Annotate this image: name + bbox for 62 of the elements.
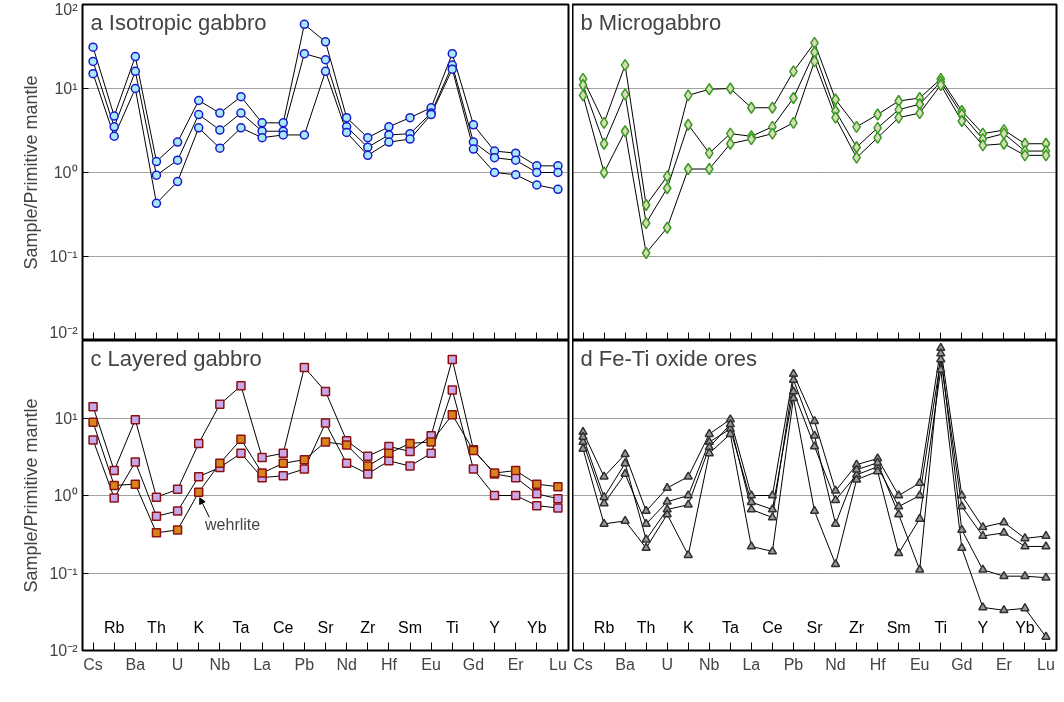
x-tick-label: Gd [462, 655, 485, 673]
x-tick-label: Nb [209, 655, 231, 673]
chart-title: c Layered gabbro [90, 345, 262, 371]
x-tick-label: Nb [699, 655, 720, 673]
chart-title: a Isotropic gabbro [90, 9, 267, 35]
y-tick-label: 10¹ [54, 409, 78, 427]
x-tick-label: Th [147, 618, 166, 636]
x-tick-label: Sm [886, 618, 911, 636]
x-tick-label: Hf [380, 655, 398, 673]
x-tick-label: U [661, 655, 673, 673]
y-tick-label: 10² [54, 0, 79, 18]
y-tick-label: 10⁻² [49, 323, 79, 341]
x-tick-label: Ti [445, 618, 459, 636]
x-tick-label: Lu [549, 655, 567, 673]
x-tick-label: Cs [573, 655, 593, 673]
x-tick-label: Ba [125, 655, 146, 673]
x-tick-label: Eu [909, 655, 930, 673]
annotation: wehrlite [204, 516, 261, 534]
x-tick-label: Sr [317, 618, 335, 636]
x-tick-label: Er [995, 655, 1013, 673]
x-tick-label: Nd [336, 655, 357, 673]
y-tick-label: 10⁻¹ [49, 248, 78, 265]
x-tick-label: Sm [398, 618, 423, 636]
x-tick-label: U [171, 655, 184, 673]
x-tick-label: La [742, 655, 761, 673]
x-tick-label: Pb [783, 655, 804, 673]
x-tick-label: Sr [806, 618, 824, 636]
x-tick-label: Rb [103, 618, 125, 636]
x-tick-label: Rb [593, 618, 615, 636]
x-tick-label: Ce [273, 618, 294, 636]
x-tick-label: Er [507, 655, 525, 673]
x-tick-label: Zr [360, 618, 376, 636]
x-tick-label: Yb [527, 618, 547, 636]
x-tick-label: Th [636, 618, 656, 636]
x-tick-label: Yb [1015, 618, 1035, 636]
x-tick-label: Ta [232, 618, 250, 636]
chart-title: b Microgabbro [580, 9, 722, 35]
y-axis-title: Sample/Primitive mantle [21, 398, 42, 593]
x-tick-label: Gd [951, 655, 973, 673]
y-tick-label: 10⁰ [53, 164, 78, 181]
x-tick-label: Ti [934, 618, 948, 636]
x-tick-label: Y [489, 618, 501, 636]
y-axis-title: Sample/Primitive mantle [21, 75, 42, 270]
chart-title: d Fe-Ti oxide ores [580, 345, 757, 371]
x-tick-label: Pb [294, 655, 315, 673]
x-tick-label: Eu [421, 655, 441, 673]
x-tick-label: Y [977, 618, 989, 636]
y-tick-label: 10⁻¹ [49, 564, 78, 582]
x-tick-label: K [193, 618, 205, 636]
x-tick-label: Ce [762, 618, 783, 636]
x-tick-label: La [253, 655, 272, 673]
x-tick-label: K [682, 618, 694, 636]
x-tick-label: Zr [849, 618, 865, 636]
x-tick-label: Cs [83, 655, 103, 673]
y-tick-label: 10⁻² [49, 642, 79, 659]
x-tick-label: Ba [615, 655, 635, 673]
y-tick-label: 10⁰ [53, 487, 78, 504]
x-tick-label: Nd [825, 655, 846, 673]
x-tick-label: Lu [1037, 655, 1055, 673]
y-tick-label: 10¹ [54, 80, 78, 97]
x-tick-label: Ta [721, 618, 739, 636]
x-tick-label: Hf [869, 655, 887, 673]
